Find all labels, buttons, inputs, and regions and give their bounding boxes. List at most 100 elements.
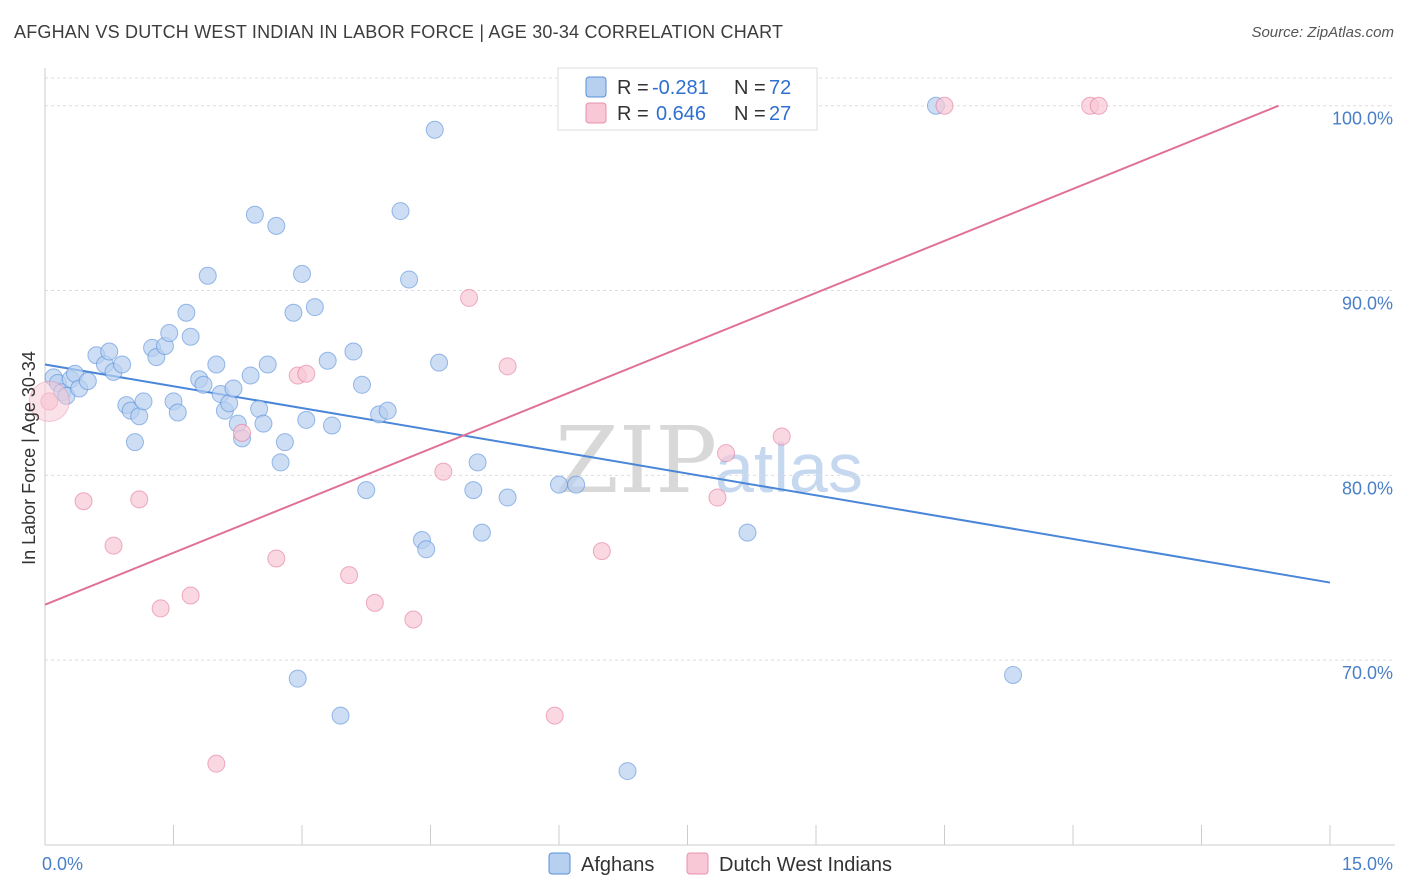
dutch-point [130,490,149,509]
x-tick-label: 0.0% [42,854,83,874]
legend-r-value-afghans: -0.281 [652,77,709,99]
afghan-point [391,202,410,221]
y-tick-label: 100.0% [1332,109,1393,129]
dutch-point [365,593,384,612]
dutch-point [267,549,286,568]
bottom-legend-swatch-afghans [548,852,571,875]
afghan-point [344,342,363,361]
bottom-legend-label-dutch: Dutch West Indians [719,854,892,876]
afghan-point [318,351,337,370]
afghan-point [288,669,307,688]
y-tick-label: 70.0% [1342,663,1393,683]
trend-line [44,104,1279,606]
x-tick-labels: 0.0% 15.0% [42,854,1393,874]
afghan-point [271,453,290,472]
afghan-point [618,762,637,781]
afghan-point [430,353,449,372]
afghan-point [275,433,294,452]
source-label: Source: ZipAtlas.com [1251,24,1394,41]
legend-swatch-dutch [585,102,607,124]
afghan-point [181,327,200,346]
afghan-point [113,355,132,374]
afghan-point [284,303,303,322]
afghan-point [168,403,187,422]
afghan-point [293,264,311,283]
bottom-legend: Afghans Dutch West Indians [548,852,892,876]
trend-lines [44,104,1331,606]
dutch-point [498,357,517,376]
legend-r-value-dutch: 0.646 [656,103,706,125]
afghan-point [258,355,277,374]
bottom-legend-swatch-dutch [686,852,709,875]
afghan-point [400,270,419,289]
afghan-point [464,481,483,500]
dutch-point [935,96,954,115]
afghan-point [241,366,260,385]
afghan-point [177,303,196,322]
afghan-point [267,216,286,235]
afghan-point [331,706,350,725]
dutch-point [708,488,727,507]
dutch-point [434,462,453,481]
axes [44,68,1395,846]
legend-n-label-afghans: N = [734,77,766,99]
data-points [28,96,1108,781]
afghan-point [1004,665,1023,684]
bottom-legend-label-afghans: Afghans [581,854,654,876]
dutch-point [717,444,736,463]
legend-r-label-afghans: R = [617,77,649,99]
afghan-point [417,540,436,559]
afghan-point [207,355,226,374]
dutch-point [104,536,123,555]
afghan-point [472,523,491,542]
legend-r-label-dutch: R = [617,103,649,125]
dutch-point [207,754,226,773]
dutch-point [297,364,316,383]
watermark-atlas: atlas [715,429,863,507]
dutch-point [340,566,359,585]
afghan-point [550,475,568,494]
afghan-point [357,481,376,500]
afghan-point [194,375,213,394]
afghan-point [738,523,757,542]
afghan-point [305,298,324,317]
legend-n-value-afghans: 72 [769,77,791,99]
afghan-point [100,342,119,361]
afghan-point [198,266,217,285]
dutch-point [772,427,791,446]
afghan-point [78,372,97,391]
afghan-point [352,375,371,394]
chart-title: AFGHAN VS DUTCH WEST INDIAN IN LABOR FOR… [14,22,784,42]
watermark-zip: ZIP [555,407,717,514]
dutch-point [74,492,93,511]
y-tick-labels: 70.0% 80.0% 90.0% 100.0% [1332,109,1393,683]
legend-n-value-dutch: 27 [769,103,791,125]
legend-swatch-afghans [585,76,607,98]
afghan-point [297,410,316,429]
dutch-point [404,610,423,629]
y-tick-label: 80.0% [1342,478,1393,498]
afghan-point [322,416,341,435]
afghan-point [224,379,243,398]
dutch-point-large [28,380,70,422]
afghan-point [378,401,397,420]
dutch-point [460,288,479,307]
dutch-point [181,586,200,605]
afghan-point [425,120,444,139]
trend-line [44,363,1331,584]
x-tick-label: 15.0% [1342,854,1393,874]
legend-n-label-dutch: N = [734,103,766,125]
y-tick-label: 90.0% [1342,294,1393,314]
y-axis-label: In Labor Force | Age 30-34 [19,351,39,565]
afghan-point [134,392,153,411]
dutch-point [151,599,170,618]
dutch-point [233,423,252,442]
dutch-point [592,542,611,561]
afghan-point [125,433,144,452]
afghan-point [468,453,487,472]
afghan-point [254,414,273,433]
afghan-point [567,475,586,494]
dutch-point [545,706,564,725]
afghan-point [245,205,264,224]
